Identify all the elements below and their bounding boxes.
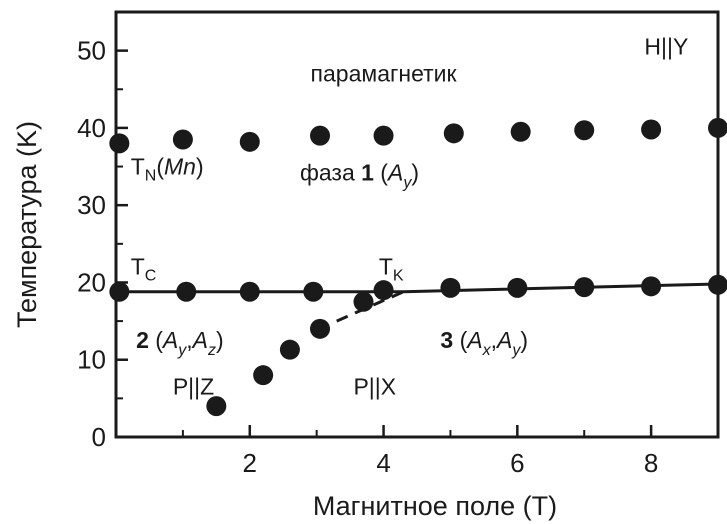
phase-boundary-lines xyxy=(116,282,719,323)
x-tick-label: 4 xyxy=(376,448,390,478)
data-points xyxy=(109,117,727,417)
label-h-parallel-y: H||Y xyxy=(644,34,688,60)
label-p-parallel-x: P||X xyxy=(353,374,396,400)
data-point-series-1 xyxy=(109,133,130,154)
data-point-series-1 xyxy=(443,123,464,144)
y-tick-label: 0 xyxy=(92,422,106,452)
data-point-series-2 xyxy=(303,281,324,302)
label-tk: TK xyxy=(379,254,404,285)
y-tick-label: 20 xyxy=(77,267,106,297)
y-tick-label: 30 xyxy=(77,190,106,220)
data-point-series-2 xyxy=(507,277,528,298)
data-point-series-2 xyxy=(373,280,394,301)
data-point-series-2 xyxy=(239,281,260,302)
data-point-series-2 xyxy=(708,274,727,295)
data-point-series-2 xyxy=(109,281,130,302)
x-tick-label: 8 xyxy=(644,448,658,478)
x-axis-title: Магнитное поле (Т) xyxy=(313,491,557,521)
data-point-series-3 xyxy=(279,339,300,360)
y-tick-label: 40 xyxy=(77,113,106,143)
data-point-series-1 xyxy=(310,125,331,146)
x-tick-label: 6 xyxy=(510,448,524,478)
label-p-parallel-z: P||Z xyxy=(173,374,214,400)
data-point-series-3 xyxy=(353,291,374,312)
data-point-series-2 xyxy=(641,276,662,297)
data-point-series-1 xyxy=(574,120,595,141)
data-point-series-3 xyxy=(253,365,274,386)
plot-frame xyxy=(114,10,720,439)
y-tick-label: 10 xyxy=(77,345,106,375)
data-point-series-2 xyxy=(440,277,461,298)
y-axis-title: Температура (K) xyxy=(12,121,42,328)
data-point-series-3 xyxy=(206,396,227,417)
data-point-series-1 xyxy=(239,131,260,152)
data-point-series-1 xyxy=(172,129,193,150)
label-paramagnet: парамагнетик xyxy=(311,61,458,87)
phase-boundary-solid xyxy=(116,282,719,294)
label-phase-3: 3 (Ax,Ay) xyxy=(440,327,528,359)
y-tick-label: 50 xyxy=(77,36,106,66)
data-point-series-2 xyxy=(574,277,595,298)
data-point-series-1 xyxy=(708,117,727,138)
data-point-series-1 xyxy=(510,121,531,142)
data-point-series-2 xyxy=(176,281,197,302)
label-tn: TN(Mn) xyxy=(131,153,204,184)
plot-area xyxy=(114,10,720,439)
label-tc: TC xyxy=(131,254,157,285)
label-phase-1: фаза 1 (Ay) xyxy=(300,159,419,191)
label-phase-2: 2 (Ay,Az) xyxy=(136,327,224,359)
annotations: парамагнетик H||Y TN(Mn) фаза 1 (Ay) TC TK 2 (… xyxy=(131,34,689,400)
data-point-series-3 xyxy=(310,318,331,339)
data-point-series-1 xyxy=(373,125,394,146)
phase-boundary-dashed xyxy=(336,290,405,323)
axis-ticks: 0 10 20 30 40 50 2 4 6 8 Магнитное поле (Т) Темпера… xyxy=(12,36,658,521)
data-point-series-1 xyxy=(641,119,662,140)
x-tick-label: 2 xyxy=(243,448,257,478)
